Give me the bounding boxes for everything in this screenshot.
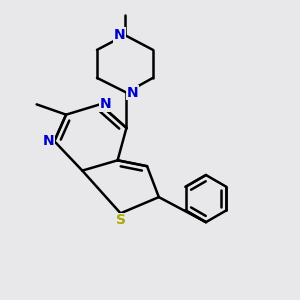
Text: N: N xyxy=(100,98,112,111)
Text: N: N xyxy=(43,134,54,148)
Text: N: N xyxy=(126,85,138,100)
Text: N: N xyxy=(113,28,125,42)
Text: S: S xyxy=(116,213,126,227)
